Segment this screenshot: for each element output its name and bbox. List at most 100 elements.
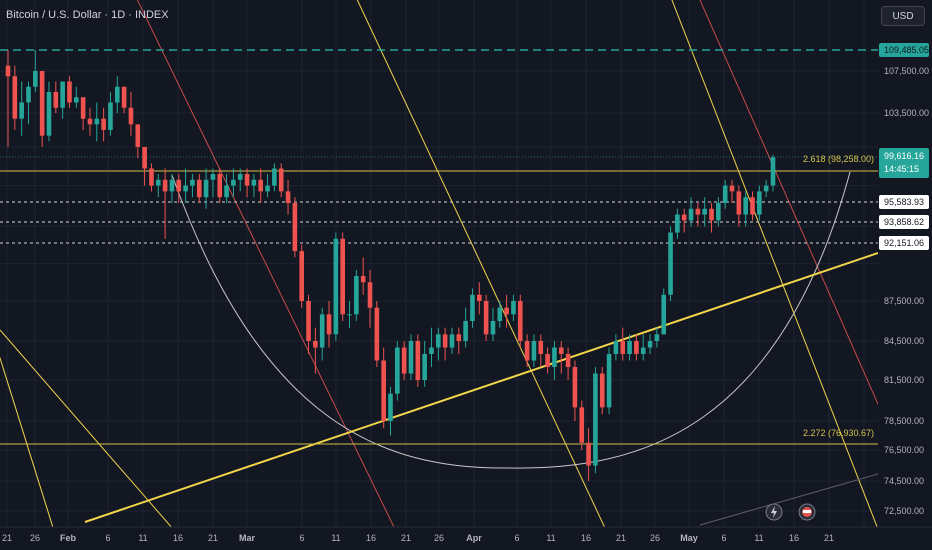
x-tick-10: 16 [366, 533, 376, 543]
x-tick-4: 11 [138, 533, 147, 543]
red-channel-0 [136, 0, 395, 527]
candle-body-14 [101, 118, 106, 130]
candle-body-93 [640, 347, 646, 354]
candle-body-80 [552, 347, 557, 367]
level-93858-box [879, 215, 929, 229]
level-95583-value: 95,583.93 [884, 197, 924, 207]
candle-body-40 [278, 168, 284, 192]
candle-body-72 [497, 307, 503, 321]
candle-body-69 [476, 294, 482, 301]
candle-body-22 [155, 179, 161, 186]
level-92151-value: 92,151.06 [884, 238, 924, 248]
candle-body-90 [620, 341, 626, 354]
red-channel-1 [699, 0, 878, 406]
candle-body-16 [114, 86, 120, 103]
candle-body-65 [449, 334, 455, 348]
candle-body-78 [538, 341, 544, 354]
level-93858-value: 93,858.62 [884, 217, 924, 227]
level-92151-box [879, 236, 929, 250]
candle-body-1 [12, 76, 18, 119]
level-109485-box [879, 43, 929, 57]
candle-body-63 [436, 334, 441, 348]
candle-body-36 [251, 179, 257, 186]
candle-body-55 [381, 360, 386, 421]
candle-body-19 [135, 124, 141, 147]
candle-body-74 [511, 301, 516, 315]
candle-body-44 [306, 301, 311, 341]
candle-body-50 [347, 314, 352, 316]
candle-body-53 [367, 282, 373, 308]
level-109485-value: 109,485.05 [884, 45, 929, 55]
currency-button[interactable]: USD [881, 6, 925, 26]
candle-body-21 [149, 168, 154, 186]
x-tick-20: 6 [721, 533, 726, 543]
candle-body-33 [231, 179, 236, 186]
candle-body-66 [456, 334, 462, 341]
candle-body-2 [19, 102, 24, 119]
x-tick-5: 16 [173, 533, 183, 543]
candle-body-46 [319, 314, 325, 348]
candle-body-29 [203, 179, 209, 198]
candle-body-82 [565, 354, 571, 367]
candle-body-88 [606, 354, 612, 408]
candle-body-108 [743, 197, 748, 215]
candle-body-96 [661, 294, 667, 335]
cup-curve [171, 171, 851, 469]
y-tick-2: 87,500.00 [884, 296, 924, 306]
candle-body-77 [531, 341, 537, 361]
x-tick-2: Feb [60, 533, 77, 543]
y-tick-0: 107,500.00 [884, 66, 929, 76]
candle-body-41 [285, 191, 291, 203]
candle-body-87 [599, 373, 605, 408]
candle-body-20 [142, 146, 147, 169]
symbol-title: Bitcoin / U.S. Dollar · 1D · INDEX [6, 9, 169, 21]
y-tick-4: 81,500.00 [884, 375, 924, 385]
candle-body-12 [87, 118, 93, 125]
candle-body-23 [162, 179, 168, 192]
x-tick-13: Apr [466, 533, 482, 543]
candle-body-25 [176, 179, 182, 192]
candle-body-10 [74, 97, 79, 103]
candle-body-84 [579, 407, 585, 443]
candle-body-31 [217, 173, 223, 198]
x-tick-1: 26 [30, 533, 40, 543]
candle-body-56 [388, 393, 393, 421]
y-tick-1: 103,500.00 [884, 108, 929, 118]
candle-body-106 [729, 185, 735, 192]
candle-body-111 [763, 185, 769, 192]
candle-body-76 [524, 341, 530, 361]
candle-body-85 [586, 442, 591, 466]
yellow-channel-1 [356, 0, 606, 527]
candle-body-79 [545, 354, 550, 367]
candle-body-102 [702, 208, 707, 215]
candle-body-37 [258, 179, 264, 192]
x-tick-0: 21 [2, 533, 12, 543]
candle-body-99 [681, 214, 687, 221]
candle-body-11 [80, 97, 86, 119]
yellow-channel-3 [0, 329, 172, 527]
candle-body-91 [627, 341, 632, 354]
candle-body-48 [333, 238, 339, 335]
y-tick-7: 74,500.00 [884, 476, 924, 486]
x-tick-23: 21 [824, 533, 834, 543]
candle-body-68 [470, 294, 475, 321]
candle-body-6 [46, 92, 52, 136]
plot-group [0, 0, 878, 527]
candle-body-110 [757, 191, 762, 215]
candle-body-4 [33, 71, 38, 87]
candle-body-3 [26, 86, 31, 103]
candle-body-101 [695, 208, 701, 215]
candle-body-58 [401, 347, 407, 374]
candle-body-73 [504, 307, 509, 315]
candle-body-27 [190, 179, 195, 186]
candle-body-18 [128, 107, 134, 125]
x-tick-6: 21 [208, 533, 218, 543]
yellow-channel-2 [671, 0, 878, 527]
candle-body-83 [572, 367, 578, 408]
candle-body-13 [94, 118, 100, 125]
candle-body-17 [121, 86, 127, 108]
candle-body-54 [374, 307, 380, 361]
candle-body-30 [210, 173, 216, 180]
candle-body-47 [326, 314, 332, 335]
